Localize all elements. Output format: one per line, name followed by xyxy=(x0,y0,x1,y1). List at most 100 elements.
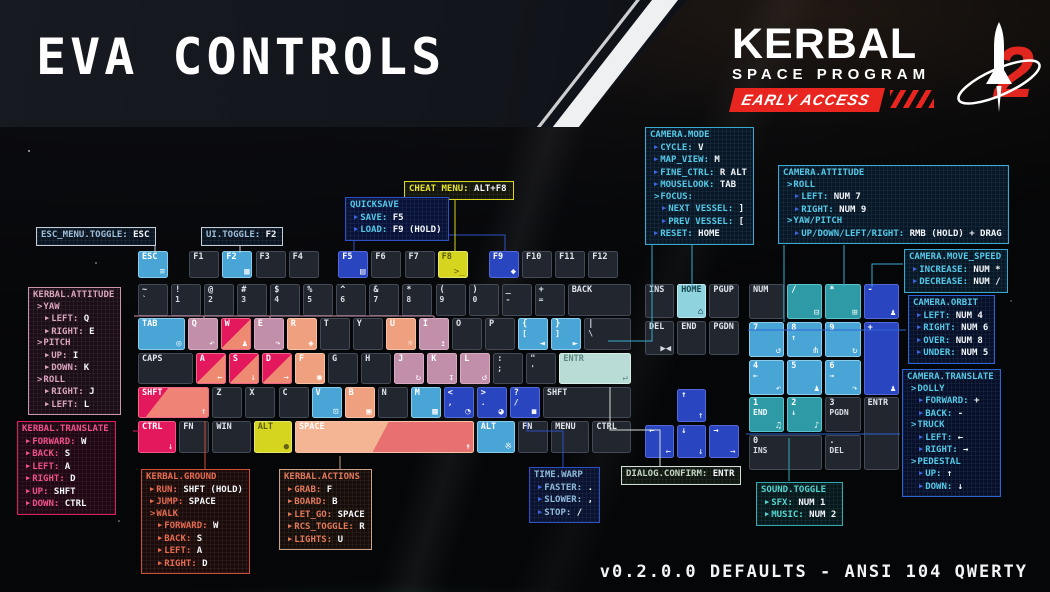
key-j[interactable]: J ↻ xyxy=(394,352,425,385)
key-arrow-up[interactable]: ↑ ↑ xyxy=(677,389,707,422)
key-f7[interactable]: F7 xyxy=(404,251,435,278)
key-n[interactable]: N xyxy=(377,386,408,419)
key-np4[interactable]: 4 ← ↶ xyxy=(749,359,785,395)
key-tab[interactable]: TAB ◎ xyxy=(138,318,185,350)
key-semicolon[interactable]: :; xyxy=(493,352,524,385)
key-home[interactable]: HOME ⌂ xyxy=(677,284,707,318)
key-bracket-right[interactable]: }] ► xyxy=(551,318,582,350)
key-np3[interactable]: 3 PGDN xyxy=(825,397,861,433)
key-comma[interactable]: <, ◔ xyxy=(443,386,474,419)
key-f4[interactable]: F4 xyxy=(288,251,319,278)
key-f3[interactable]: F3 xyxy=(255,251,286,278)
key-f10[interactable]: F10 xyxy=(522,251,553,278)
key-np2[interactable]: 2 ↓ ♪ xyxy=(787,397,823,433)
key-p[interactable]: P xyxy=(485,318,515,350)
key-menu[interactable]: MENU xyxy=(551,421,590,453)
key-f6[interactable]: F6 xyxy=(371,251,402,278)
key-a[interactable]: A ← xyxy=(195,352,226,385)
key-enter[interactable]: ENTR ↵ xyxy=(559,352,631,385)
key-win[interactable]: WIN xyxy=(212,421,251,453)
key-w[interactable]: W ♟ xyxy=(220,318,251,350)
key-s[interactable]: S ↓ xyxy=(228,352,259,385)
key-slash[interactable]: ? / ◼ xyxy=(509,386,540,419)
key-g[interactable]: G xyxy=(328,352,358,385)
key-o[interactable]: O xyxy=(452,318,482,350)
key-k[interactable]: K ↧ xyxy=(427,352,458,385)
key-np0[interactable]: 0 INS xyxy=(749,435,823,471)
key-f9[interactable]: F9 ◆ xyxy=(488,251,519,278)
key-shift-right[interactable]: SHFT xyxy=(542,386,631,419)
key-t[interactable]: T xyxy=(319,318,350,350)
key-period[interactable]: >. ◕ xyxy=(476,386,507,419)
key-del[interactable]: DEL ▶◀ xyxy=(645,321,675,355)
key-quote[interactable]: " ' xyxy=(526,352,557,385)
key-np5[interactable]: 5 ♟ xyxy=(787,359,823,395)
key-backslash[interactable]: | \ xyxy=(584,318,631,350)
key-arrow-right[interactable]: → → xyxy=(709,425,739,458)
key-alt-right[interactable]: ALT ※ xyxy=(476,421,516,453)
key-minus[interactable]: _ - xyxy=(501,284,532,316)
key-esc[interactable]: ESC ≡ xyxy=(138,251,169,278)
key-f11[interactable]: F11 xyxy=(555,251,586,278)
key-backtick[interactable]: ~ ` xyxy=(138,284,168,316)
key-np9[interactable]: 9 ↻ xyxy=(825,321,861,357)
key-np6[interactable]: 6 → ↷ xyxy=(825,359,861,395)
key-ins[interactable]: INS xyxy=(645,284,675,318)
key-f1[interactable]: F1 xyxy=(189,251,220,278)
key-space[interactable]: SPACE ↟ xyxy=(295,421,474,453)
key-arrow-down[interactable]: ↓ ↓ xyxy=(677,425,707,458)
key-m[interactable]: M ▩ xyxy=(410,386,441,419)
key-6[interactable]: ^ 6 xyxy=(336,284,367,316)
key-numlock[interactable]: NUM xyxy=(749,284,785,319)
key-h[interactable]: H xyxy=(361,352,392,385)
key-fn-left[interactable]: FN xyxy=(179,421,210,453)
key-bracket-left[interactable]: {[◄ xyxy=(518,318,549,350)
key-np-minus[interactable]: - ♟ xyxy=(863,284,899,319)
key-f8[interactable]: F8 >_ xyxy=(437,251,468,278)
key-np7[interactable]: 7 ↺ xyxy=(749,321,785,357)
key-f5[interactable]: F5 ▤ xyxy=(338,251,369,278)
key-8[interactable]: * 8 xyxy=(402,284,433,316)
key-9[interactable]: (9 xyxy=(435,284,466,316)
key-d[interactable]: D → xyxy=(261,352,292,385)
key-shift-left[interactable]: SHFT ↑ xyxy=(138,386,210,419)
key-1[interactable]: ! 1 xyxy=(171,284,202,316)
key-5[interactable]: % 5 xyxy=(303,284,334,316)
key-q[interactable]: Q ↶ xyxy=(187,318,218,350)
key-np8[interactable]: 8 ↑ ⋔ xyxy=(787,321,823,357)
key-y[interactable]: Y xyxy=(352,318,383,350)
key-alt-left[interactable]: ALT ● xyxy=(253,421,292,453)
key-f2[interactable]: F2 ▦ xyxy=(222,251,253,278)
key-4[interactable]: $4 xyxy=(270,284,301,316)
key-x[interactable]: X xyxy=(245,386,276,419)
key-equals[interactable]: + = xyxy=(534,284,565,316)
key-r[interactable]: R ◈ xyxy=(286,318,317,350)
key-np-plus[interactable]: + ♟ xyxy=(863,321,899,395)
key-2[interactable]: @2 xyxy=(204,284,235,316)
key-np-dot[interactable]: . DEL xyxy=(825,435,861,471)
key-i[interactable]: I ↥ xyxy=(418,318,449,350)
key-back[interactable]: BACK xyxy=(567,284,631,316)
key-ctrl-right[interactable]: CTRL xyxy=(592,421,631,453)
key-v[interactable]: V ⊡ xyxy=(311,386,342,419)
key-caps[interactable]: CAPS xyxy=(138,352,193,385)
key-end[interactable]: END xyxy=(677,321,707,355)
key-np-enter[interactable]: ENTR xyxy=(863,397,899,471)
key-f[interactable]: F ◉ xyxy=(295,352,325,385)
key-f12[interactable]: F12 xyxy=(588,251,619,278)
key-u[interactable]: U ☼ xyxy=(385,318,416,350)
key-np-divide[interactable]: / ⊟ xyxy=(787,284,823,319)
key-c[interactable]: C xyxy=(278,386,309,419)
key-z[interactable]: Z xyxy=(212,386,243,419)
key-3[interactable]: #3 xyxy=(237,284,268,316)
key-ctrl-left[interactable]: CTRL ↓ xyxy=(138,421,177,453)
key-arrow-left[interactable]: ← ← xyxy=(645,425,675,458)
key-np1[interactable]: 1 END ♫ xyxy=(749,397,785,433)
key-l[interactable]: L ↺ xyxy=(460,352,491,385)
key-np-multiply[interactable]: * ⊞ xyxy=(825,284,861,319)
key-b[interactable]: B ▣ xyxy=(344,386,375,419)
key-0[interactable]: ) 0 xyxy=(468,284,499,316)
key-e[interactable]: E ↷ xyxy=(253,318,284,350)
key-pgdn[interactable]: PGDN xyxy=(709,321,739,355)
key-7[interactable]: & 7 xyxy=(369,284,400,316)
